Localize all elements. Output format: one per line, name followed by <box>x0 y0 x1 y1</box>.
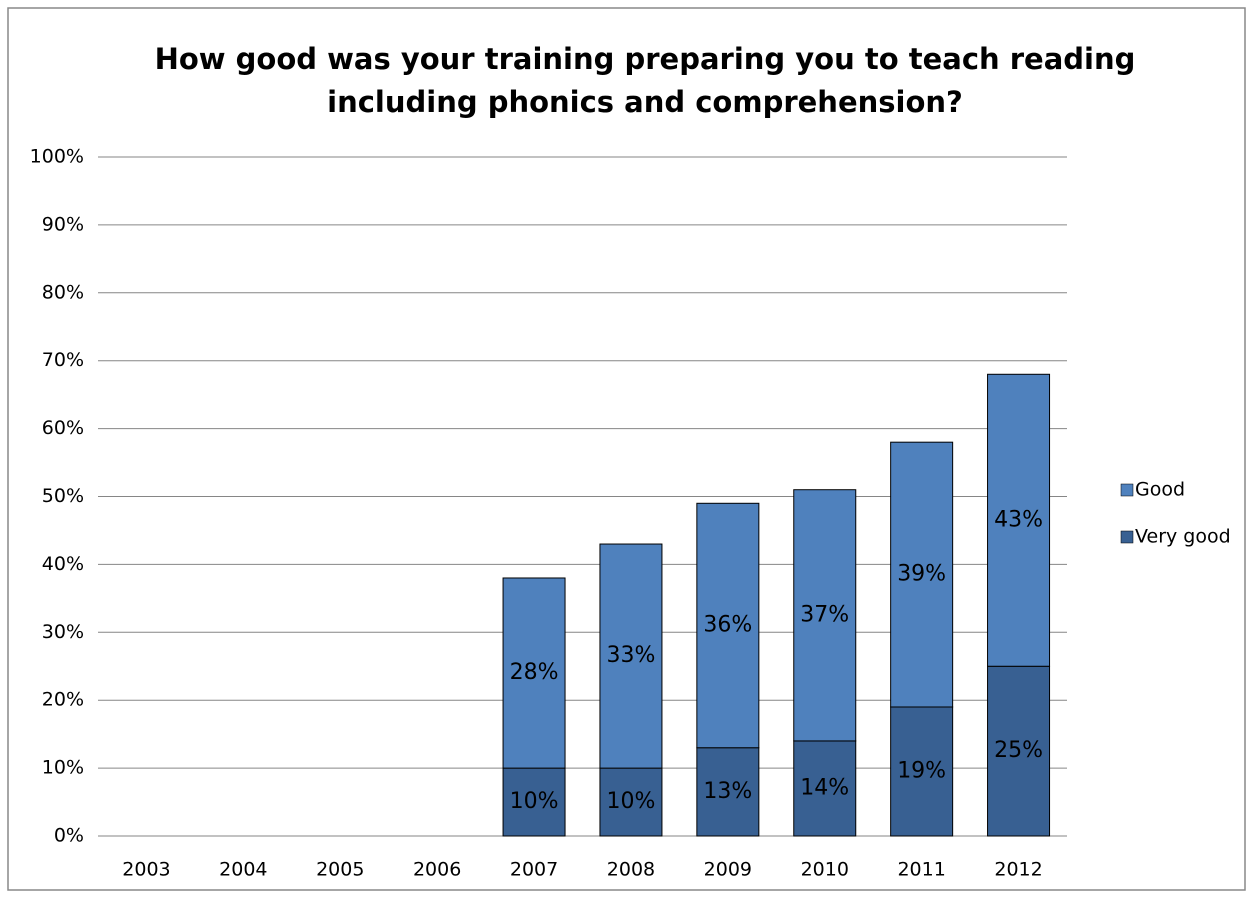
x-tick-label: 2007 <box>510 859 558 881</box>
y-tick-label: 40% <box>42 553 84 575</box>
x-tick-label: 2011 <box>897 859 945 881</box>
y-tick-label: 0% <box>54 825 84 847</box>
y-tick-label: 90% <box>42 213 84 235</box>
legend-label: Very good <box>1135 526 1231 548</box>
bar-segment <box>599 543 663 769</box>
data-label: 10% <box>510 789 559 814</box>
x-tick-label: 2012 <box>994 859 1042 881</box>
bar-segment <box>890 441 954 708</box>
bar-segment <box>987 665 1051 837</box>
data-label: 14% <box>800 775 849 800</box>
x-tick-label: 2010 <box>801 859 849 881</box>
legend-swatch <box>1120 483 1134 497</box>
y-tick-label: 60% <box>42 417 84 439</box>
bar-segment <box>793 489 857 742</box>
y-tick-label: 70% <box>42 349 84 371</box>
x-tick-label: 2005 <box>316 859 364 881</box>
data-label: 25% <box>994 738 1043 763</box>
data-label: 43% <box>994 507 1043 532</box>
bar-segment <box>696 502 760 749</box>
x-tick-label: 2009 <box>704 859 752 881</box>
data-label: 13% <box>703 779 752 804</box>
chart-title: How good was your training preparing you… <box>155 42 1136 76</box>
bar-segment <box>696 747 760 837</box>
bar-segment <box>987 373 1051 667</box>
x-tick-label: 2006 <box>413 859 461 881</box>
y-tick-label: 30% <box>42 621 84 643</box>
x-tick-label: 2008 <box>607 859 655 881</box>
data-label: 37% <box>800 602 849 627</box>
y-tick-label: 10% <box>42 757 84 779</box>
data-label: 39% <box>897 562 946 587</box>
data-label: 36% <box>703 613 752 638</box>
legend-swatch <box>1120 530 1134 544</box>
legend-label: Good <box>1135 479 1185 501</box>
data-label: 10% <box>606 789 655 814</box>
x-tick-label: 2003 <box>122 859 170 881</box>
y-tick-label: 100% <box>30 146 84 168</box>
data-label: 28% <box>510 660 559 685</box>
y-tick-label: 50% <box>42 485 84 507</box>
chart-title: including phonics and comprehension? <box>327 85 963 119</box>
data-label: 33% <box>606 643 655 668</box>
x-tick-label: 2004 <box>219 859 267 881</box>
y-tick-label: 80% <box>42 281 84 303</box>
bar-segment <box>793 740 857 837</box>
data-label: 19% <box>897 758 946 783</box>
y-tick-label: 20% <box>42 689 84 711</box>
bar-segment <box>890 706 954 837</box>
bar-segment <box>502 577 566 769</box>
